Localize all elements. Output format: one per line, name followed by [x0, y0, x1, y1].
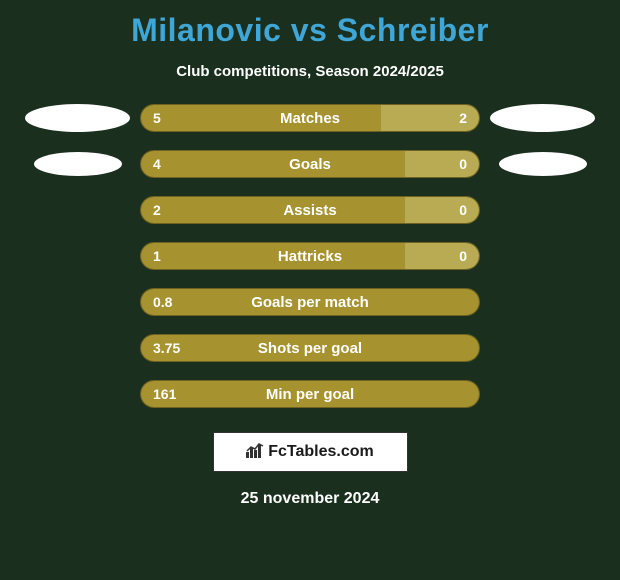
- stat-row: 40Goals: [0, 150, 620, 178]
- attribution-box: FcTables.com: [213, 432, 408, 472]
- subtitle: Club competitions, Season 2024/2025: [0, 63, 620, 80]
- badge-slot-right: [480, 152, 605, 176]
- player1-badge: [34, 152, 122, 176]
- player1-badge: [25, 104, 130, 132]
- player1-name: Milanovic: [131, 12, 281, 48]
- stat-row: 10Hattricks: [0, 242, 620, 270]
- brand-name: FcTables.com: [268, 443, 374, 461]
- stat-label: Shots per goal: [141, 335, 479, 361]
- page-title: Milanovic vs Schreiber: [0, 0, 620, 49]
- badge-slot-left: [15, 104, 140, 132]
- stat-bar: 40Goals: [140, 150, 480, 178]
- stat-row: 161Min per goal: [0, 380, 620, 408]
- stat-row: 20Assists: [0, 196, 620, 224]
- stat-bar: 3.75Shots per goal: [140, 334, 480, 362]
- player2-name: Schreiber: [337, 12, 489, 48]
- stat-bar: 0.8Goals per match: [140, 288, 480, 316]
- player2-badge: [490, 104, 595, 132]
- stat-bar: 161Min per goal: [140, 380, 480, 408]
- badge-slot-right: [480, 104, 605, 132]
- stat-row: 52Matches: [0, 104, 620, 132]
- badge-slot-left: [15, 152, 140, 176]
- stat-label: Matches: [141, 105, 479, 131]
- player2-badge: [499, 152, 587, 176]
- stat-label: Min per goal: [141, 381, 479, 407]
- chart-icon: [246, 442, 264, 463]
- vs-text: vs: [291, 12, 328, 48]
- stat-bar: 10Hattricks: [140, 242, 480, 270]
- footer-date: 25 november 2024: [0, 490, 620, 508]
- comparison-chart: 52Matches 40Goals 20Assists 10Hattricks 0.8G…: [0, 104, 620, 408]
- stat-label: Hattricks: [141, 243, 479, 269]
- stat-label: Goals per match: [141, 289, 479, 315]
- stat-bar: 20Assists: [140, 196, 480, 224]
- stat-bar: 52Matches: [140, 104, 480, 132]
- stat-row: 3.75Shots per goal: [0, 334, 620, 362]
- stat-label: Goals: [141, 151, 479, 177]
- stat-label: Assists: [141, 197, 479, 223]
- stat-row: 0.8Goals per match: [0, 288, 620, 316]
